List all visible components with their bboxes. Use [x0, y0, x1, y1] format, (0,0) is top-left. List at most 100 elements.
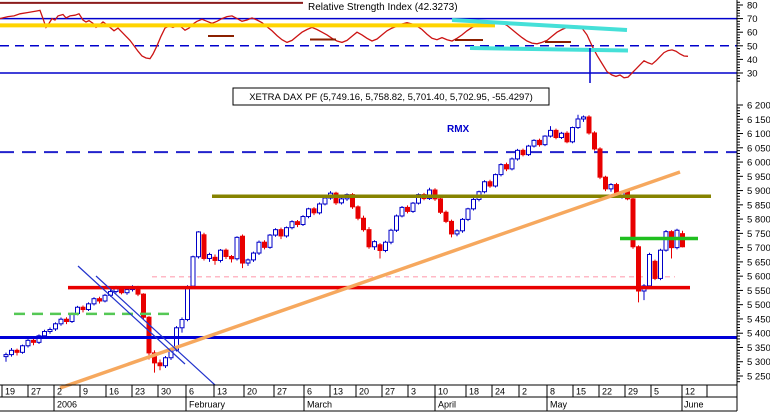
candle-down: [520, 148, 526, 157]
candle-body: [185, 286, 190, 321]
candle-down: [141, 293, 146, 320]
candle-body: [581, 116, 586, 120]
candle-body: [570, 127, 575, 143]
candle-up: [42, 329, 47, 338]
week-label: 20: [247, 387, 257, 397]
candle-up: [47, 327, 53, 334]
candle-down: [201, 232, 207, 261]
price-panel: [0, 114, 737, 390]
candle-down: [630, 197, 636, 249]
candle-body: [9, 349, 14, 356]
candle-down: [586, 115, 592, 135]
week-label: 8: [550, 387, 555, 397]
candle-up: [86, 302, 91, 311]
week-label: 29: [628, 387, 638, 397]
candle-down: [443, 210, 449, 224]
price-title-border: [232, 87, 550, 106]
candle-body: [212, 256, 218, 261]
candle-body: [658, 249, 663, 279]
candle-body: [317, 203, 322, 214]
candle-body: [361, 217, 366, 231]
price-axis-label: 5 550: [747, 286, 770, 297]
candle-body: [559, 132, 564, 139]
candle-body: [575, 118, 581, 129]
candle-up: [663, 229, 669, 252]
rsi-trendline-cyan-lower: [469, 46, 629, 53]
price-axis-label: 6 000: [747, 158, 770, 169]
week-label: 10: [438, 387, 448, 397]
week-label: 15: [576, 387, 586, 397]
price-axis-label: 5 250: [747, 372, 770, 383]
candle-up: [267, 233, 273, 249]
candle-down: [504, 162, 509, 172]
candle-body: [515, 149, 520, 160]
candle-down: [97, 296, 102, 304]
candle-up: [581, 115, 586, 122]
price-axis-label: 5 300: [747, 357, 770, 368]
candle-body: [91, 298, 97, 305]
candle-down: [377, 243, 383, 259]
candle-body: [592, 132, 597, 150]
candle-body: [449, 220, 454, 235]
candle-body: [438, 198, 443, 213]
candle-up: [399, 205, 405, 218]
price-axis-label: 5 950: [747, 172, 770, 183]
month-label: March: [307, 400, 332, 410]
price-axis-label: 6 100: [747, 129, 770, 140]
price-trendline-channel-upper: [77, 265, 186, 365]
rsi-axis-label: 70: [747, 14, 758, 25]
week-label: 27: [31, 387, 41, 397]
week-label: 9: [83, 387, 88, 397]
candle-up: [647, 252, 652, 288]
candle-body: [504, 164, 509, 170]
candle-up: [658, 248, 663, 281]
candle-body: [493, 174, 498, 187]
week-label: 2: [522, 387, 527, 397]
price-axis-label: 5 650: [747, 257, 770, 268]
candle-up: [234, 236, 240, 261]
week-label: 6: [189, 387, 194, 397]
candle-up: [196, 231, 201, 259]
candle-body: [355, 206, 361, 219]
candle-body: [586, 116, 592, 134]
candle-body: [31, 339, 36, 343]
candle-body: [383, 241, 388, 251]
candle-body: [179, 319, 185, 329]
candle-body: [647, 253, 652, 287]
candle-body: [141, 293, 146, 318]
candle-body: [245, 259, 251, 264]
candle-body: [300, 216, 306, 226]
month-label: June: [684, 400, 704, 410]
candle-body: [537, 139, 542, 146]
candle-body: [454, 230, 460, 235]
candle-body: [251, 252, 256, 261]
candle-down: [80, 305, 86, 313]
candle-up: [179, 317, 185, 333]
candle-body: [14, 349, 20, 353]
candle-body: [630, 198, 636, 248]
week-label: 12: [685, 387, 695, 397]
candle-body: [124, 289, 130, 294]
candle-body: [201, 234, 207, 259]
candle-body: [289, 221, 295, 229]
price-axis-label: 5 900: [747, 186, 770, 197]
candle-body: [97, 298, 102, 302]
candle-body: [553, 129, 559, 139]
candle-down: [240, 234, 245, 269]
candle-up: [559, 131, 564, 139]
candle-down: [652, 259, 658, 281]
week-label: 19: [5, 387, 15, 397]
candle-up: [300, 215, 306, 226]
candle-body: [597, 148, 603, 178]
candle-body: [405, 206, 410, 212]
candle-body: [394, 215, 399, 231]
candle-down: [278, 227, 284, 240]
candle-up: [185, 285, 190, 322]
candle-body: [295, 221, 300, 226]
candle-body: [3, 354, 9, 358]
week-label: 30: [161, 387, 171, 397]
candle-body: [498, 164, 504, 176]
candle-body: [190, 256, 196, 287]
candle-down: [669, 230, 674, 259]
